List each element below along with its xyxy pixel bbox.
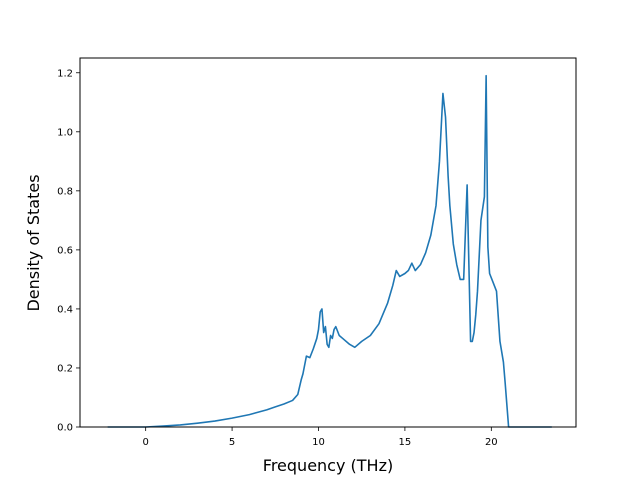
x-axis-label: Frequency (THz) xyxy=(263,456,393,475)
plot-frame xyxy=(79,57,577,428)
y-tick-label: 0.4 xyxy=(57,304,73,315)
x-tick-label: 10 xyxy=(312,437,325,448)
x-tick-label: 20 xyxy=(485,437,498,448)
dos-series-line-0 xyxy=(107,74,552,428)
y-tick-label: 0.2 xyxy=(57,363,73,374)
x-tick-label: 15 xyxy=(399,437,412,448)
y-tick-label: 1.0 xyxy=(57,127,73,138)
y-axis-label: Density of States xyxy=(24,174,43,311)
y-tick-label: 1.2 xyxy=(57,68,73,79)
x-tick-label: 0 xyxy=(142,437,148,448)
y-tick-label: 0.0 xyxy=(57,423,73,434)
y-tick-label: 0.6 xyxy=(57,245,73,256)
x-tick-label: 5 xyxy=(229,437,235,448)
y-tick-label: 0.8 xyxy=(57,186,73,197)
